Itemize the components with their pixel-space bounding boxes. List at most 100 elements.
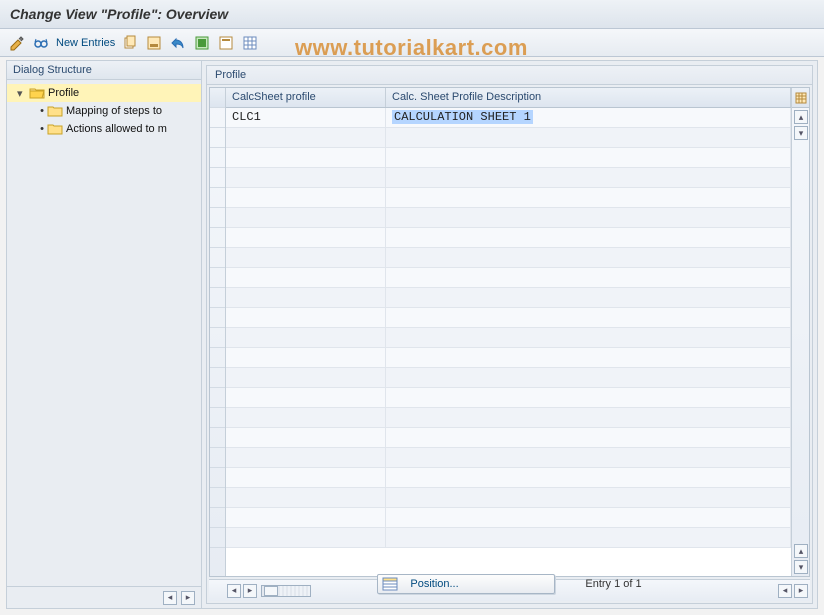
cell-empty[interactable]: [386, 188, 791, 207]
cell-empty[interactable]: [386, 428, 791, 447]
table-config-icon[interactable]: [792, 88, 809, 108]
scroll-down[interactable]: ▾: [794, 126, 808, 140]
row-selector[interactable]: [210, 488, 225, 508]
cell-empty[interactable]: [386, 308, 791, 327]
row-selector[interactable]: [210, 328, 225, 348]
cell-empty[interactable]: [386, 468, 791, 487]
cell-empty[interactable]: [226, 368, 386, 387]
cell-empty[interactable]: [386, 508, 791, 527]
cell-empty[interactable]: [226, 348, 386, 367]
scroll-up[interactable]: ▴: [794, 110, 808, 124]
cell-empty[interactable]: [226, 528, 386, 547]
row-selector[interactable]: [210, 388, 225, 408]
table-row[interactable]: [226, 448, 791, 468]
table-row[interactable]: [226, 148, 791, 168]
cell-empty[interactable]: [386, 488, 791, 507]
table-row[interactable]: CLC1CALCULATION SHEET 1: [226, 108, 791, 128]
table-row[interactable]: [226, 268, 791, 288]
table-row[interactable]: [226, 508, 791, 528]
cell-empty[interactable]: [226, 248, 386, 267]
table-row[interactable]: [226, 208, 791, 228]
tool-icon-glasses[interactable]: [32, 34, 50, 52]
col-header-profile[interactable]: CalcSheet profile: [226, 88, 386, 107]
cell-empty[interactable]: [226, 328, 386, 347]
cell-empty[interactable]: [226, 308, 386, 327]
cell-empty[interactable]: [226, 128, 386, 147]
row-selector[interactable]: [210, 128, 225, 148]
cell-empty[interactable]: [226, 448, 386, 467]
table-row[interactable]: [226, 408, 791, 428]
cell-empty[interactable]: [386, 368, 791, 387]
row-selector[interactable]: [210, 368, 225, 388]
tree-node-actions[interactable]: • Actions allowed to m: [7, 120, 201, 138]
tool-icon-table[interactable]: [241, 34, 259, 52]
cell-empty[interactable]: [386, 328, 791, 347]
row-selector[interactable]: [210, 468, 225, 488]
row-selector[interactable]: [210, 248, 225, 268]
cell-empty[interactable]: [386, 388, 791, 407]
tool-icon-deselect[interactable]: [217, 34, 235, 52]
cell-empty[interactable]: [386, 348, 791, 367]
cell-empty[interactable]: [386, 528, 791, 547]
table-row[interactable]: [226, 288, 791, 308]
tree-node-profile[interactable]: ▾ Profile: [7, 84, 201, 102]
table-row[interactable]: [226, 468, 791, 488]
cell-empty[interactable]: [226, 428, 386, 447]
row-selector[interactable]: [210, 428, 225, 448]
cell-description[interactable]: CALCULATION SHEET 1: [386, 108, 791, 127]
tool-icon-save-var[interactable]: [145, 34, 163, 52]
new-entries-link[interactable]: New Entries: [56, 37, 115, 49]
cell-empty[interactable]: [226, 208, 386, 227]
cell-empty[interactable]: [386, 448, 791, 467]
table-row[interactable]: [226, 488, 791, 508]
row-selector[interactable]: [210, 448, 225, 468]
table-row[interactable]: [226, 388, 791, 408]
table-row[interactable]: [226, 528, 791, 548]
cell-empty[interactable]: [226, 188, 386, 207]
sidebar-scroll-left[interactable]: ◂: [163, 591, 177, 605]
cell-empty[interactable]: [386, 268, 791, 287]
row-selector[interactable]: [210, 348, 225, 368]
cell-empty[interactable]: [226, 388, 386, 407]
row-selector[interactable]: [210, 148, 225, 168]
tree-node-mapping[interactable]: • Mapping of steps to: [7, 102, 201, 120]
table-row[interactable]: [226, 228, 791, 248]
table-row[interactable]: [226, 368, 791, 388]
cell-empty[interactable]: [226, 488, 386, 507]
row-selector[interactable]: [210, 308, 225, 328]
cell-empty[interactable]: [386, 248, 791, 267]
sidebar-scroll-right[interactable]: ▸: [181, 591, 195, 605]
col-header-description[interactable]: Calc. Sheet Profile Description: [386, 88, 791, 107]
cell-empty[interactable]: [386, 288, 791, 307]
table-row[interactable]: [226, 348, 791, 368]
row-selector[interactable]: [210, 228, 225, 248]
cell-empty[interactable]: [386, 128, 791, 147]
row-selector[interactable]: [210, 208, 225, 228]
row-selector[interactable]: [210, 408, 225, 428]
cell-empty[interactable]: [226, 288, 386, 307]
row-selector[interactable]: [210, 108, 225, 128]
table-row[interactable]: [226, 188, 791, 208]
row-selector[interactable]: [210, 528, 225, 548]
cell-empty[interactable]: [386, 408, 791, 427]
table-row[interactable]: [226, 248, 791, 268]
table-row[interactable]: [226, 128, 791, 148]
table-row[interactable]: [226, 428, 791, 448]
tool-icon-copy[interactable]: [121, 34, 139, 52]
cell-empty[interactable]: [226, 408, 386, 427]
tool-icon-undo[interactable]: [169, 34, 187, 52]
cell-empty[interactable]: [226, 268, 386, 287]
cell-empty[interactable]: [386, 208, 791, 227]
row-selector[interactable]: [210, 288, 225, 308]
cell-empty[interactable]: [226, 468, 386, 487]
cell-empty[interactable]: [226, 508, 386, 527]
cell-empty[interactable]: [226, 228, 386, 247]
cell-profile[interactable]: CLC1: [226, 108, 386, 127]
tool-icon-change[interactable]: [8, 34, 26, 52]
row-selector[interactable]: [210, 188, 225, 208]
row-selector[interactable]: [210, 268, 225, 288]
cell-empty[interactable]: [386, 168, 791, 187]
cell-empty[interactable]: [226, 148, 386, 167]
position-button[interactable]: Position...: [377, 574, 555, 594]
collapse-icon[interactable]: ▾: [17, 87, 29, 100]
